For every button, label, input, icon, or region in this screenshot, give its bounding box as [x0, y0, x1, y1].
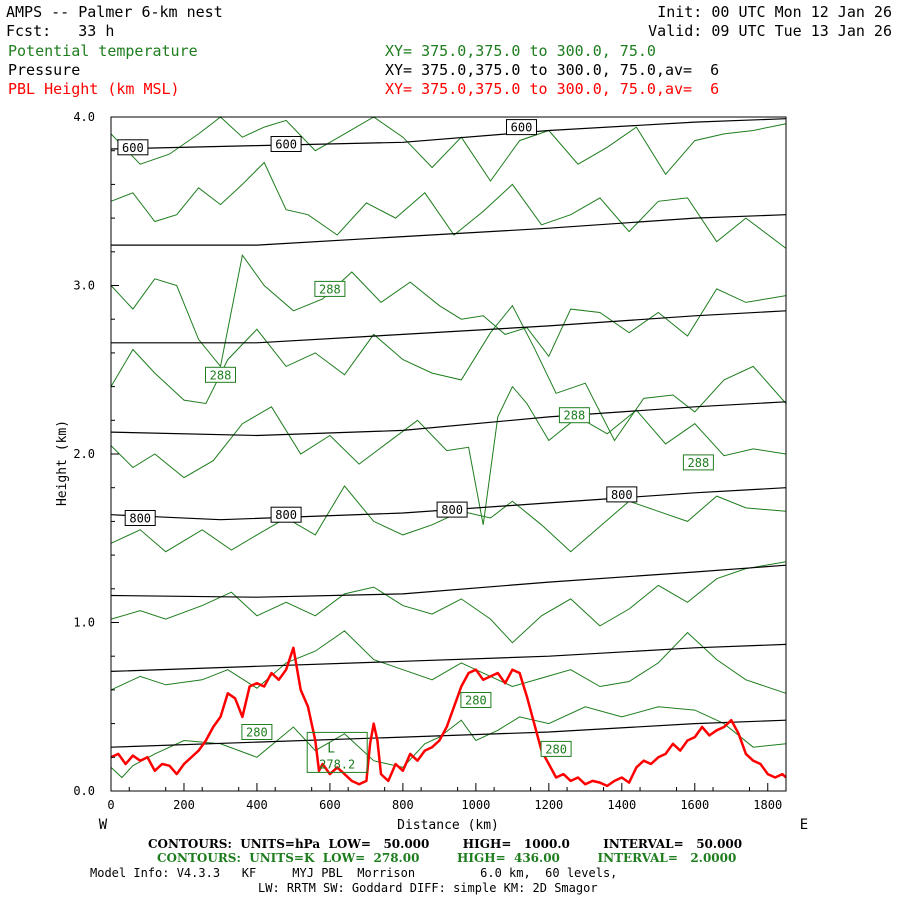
theta-contours [110, 116, 787, 779]
axes: 0 200 400 600 800 1000 1200 1400 1600 1800 0.0 1.0 2… [73, 110, 782, 812]
pressure-isobar-3 [110, 487, 787, 521]
pressure-isobar-2 [110, 564, 787, 598]
pressure-label-0: 600 [122, 141, 144, 155]
pressure-label-1-box [270, 136, 302, 152]
low-marker-value: 278.2 [319, 757, 355, 771]
x-tick-label-3: 600 [319, 798, 341, 812]
theta-label-5-box [460, 692, 492, 708]
pressure-isobar-0 [110, 719, 787, 748]
pressure-label-3: 800 [129, 512, 151, 526]
footer-physics-info: LW: RRTM SW: Goddard DIFF: simple KM: 2D… [258, 881, 598, 895]
plot-frame [110, 116, 787, 792]
pressure-label-3-box [124, 510, 156, 526]
pressure-label-2: 600 [511, 121, 533, 135]
theta-isentrope-3 [110, 385, 787, 525]
theta-label-2-box [558, 407, 590, 424]
pressure-label-4-box [270, 506, 302, 523]
pbl-height-line [110, 646, 787, 788]
y-axis-label: Height (km) [55, 420, 70, 506]
forecast-hour: Fcst: 33 h [6, 22, 115, 40]
pressure-label-5-box [436, 501, 468, 518]
pressure-label-0-box [117, 139, 149, 156]
low-marker-box [306, 731, 368, 773]
y-tick-label-0: 0.0 [73, 784, 95, 798]
pressure-label-4: 800 [275, 508, 297, 522]
field-pressure-xy: XY= 375.0,375.0 to 300.0, 75.0,av= 6 [385, 61, 720, 79]
contour-labels: 600 600 600 800 800 800 800 288 288 288 288 280 280 2… [117, 119, 714, 773]
theta-label-0-box [314, 280, 346, 297]
pressure-label-1: 600 [275, 138, 297, 152]
chart-title: AMPS -- Palmer 6-km nest [6, 3, 223, 21]
theta-isentrope-5 [110, 253, 787, 368]
theta-label-6: 280 [545, 742, 567, 756]
pressure-isobar-4 [110, 401, 787, 437]
field-pressure-name: Pressure [8, 61, 81, 79]
theta-label-4: 280 [246, 726, 268, 740]
y-tick-label-1: 1.0 [73, 616, 95, 630]
theta-isentrope-0 [110, 630, 787, 694]
theta-label-1: 288 [210, 368, 232, 382]
theta-label-1-box [205, 366, 236, 383]
theta-label-5: 280 [465, 694, 487, 708]
x-tick-label-5: 1000 [461, 798, 490, 812]
field-theta-name: Potential temperature [8, 42, 198, 60]
init-time: Init: 00 UTC Mon 12 Jan 26 [657, 3, 892, 21]
x-tick-label-8: 1600 [680, 798, 709, 812]
theta-isentrope-7 [110, 116, 787, 182]
footer-model-info: Model Info: V4.3.3 KF MYJ PBL Morrison 6… [90, 866, 618, 880]
footer-pressure-contours: CONTOURS: UNITS=hPa LOW= 50.000 HIGH= 10… [148, 837, 743, 851]
theta-isentrope-1 [110, 561, 787, 644]
pressure-isobar-5 [111, 310, 787, 344]
theta-isentrope-2 [110, 485, 787, 553]
theta-isentrope-6 [110, 161, 787, 249]
field-theta-xy: XY= 375.0,375.0 to 300.0, 75.0 [385, 42, 656, 60]
pressure-contours [110, 118, 787, 748]
footer-theta-contours: CONTOURS: UNITS=K LOW= 278.00 HIGH= 436.… [157, 851, 737, 865]
pressure-label-6: 800 [611, 488, 633, 502]
y-tick-label-4: 4.0 [73, 110, 95, 124]
pressure-label-5: 800 [441, 503, 463, 517]
pressure-label-6-box [606, 486, 638, 503]
pbl-line [110, 646, 787, 788]
pressure-label-2-box [506, 119, 537, 136]
field-pbl-name: PBL Height (km MSL) [8, 80, 180, 98]
y-tick-label-2: 2.0 [73, 447, 95, 461]
x-tick-label-7: 1400 [607, 798, 636, 812]
theta-isentrope-4 [110, 304, 787, 442]
x-tick-label-9: 1800 [753, 798, 782, 812]
theta-label-0: 288 [319, 282, 341, 296]
y-tick-label-3: 3.0 [73, 279, 95, 293]
theta-label-6-box [540, 740, 572, 757]
pressure-isobar-1 [110, 643, 787, 672]
x-tick-label-1: 200 [173, 798, 195, 812]
valid-time: Valid: 09 UTC Tue 13 Jan 26 [648, 22, 892, 40]
west-label: W [99, 817, 108, 833]
x-tick-label-6: 1200 [534, 798, 563, 812]
pressure-isobar-6 [111, 214, 787, 246]
x-tick-label-2: 400 [246, 798, 268, 812]
theta-label-3: 288 [688, 456, 710, 470]
low-marker-letter: L [327, 741, 335, 756]
x-axis-label: Distance (km) [397, 818, 499, 833]
x-tick-label-4: 800 [392, 798, 414, 812]
field-pbl-xy: XY= 375.0,375.0 to 300.0, 75.0,av= 6 [385, 80, 720, 98]
theta-label-2: 288 [564, 409, 586, 423]
theta-label-4-box [241, 724, 273, 740]
east-label: E [800, 817, 808, 833]
theta-isentrope-8 [110, 706, 787, 779]
theta-label-3-box [682, 454, 714, 471]
x-tick-label-0: 0 [107, 798, 114, 812]
pressure-isobar-7 [110, 118, 787, 150]
